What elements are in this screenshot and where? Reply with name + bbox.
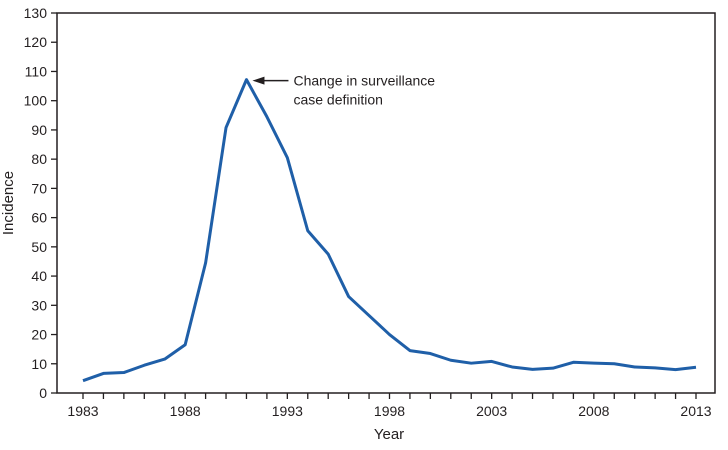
y-axis-label: Incidence bbox=[0, 171, 17, 235]
series-line bbox=[82, 78, 697, 383]
x-tick-label: 1993 bbox=[272, 403, 303, 419]
x-axis-label: Year bbox=[374, 426, 404, 443]
y-tick-label: 70 bbox=[31, 180, 47, 196]
x-tick-label: 1988 bbox=[170, 403, 201, 419]
x-tick-label: 1998 bbox=[374, 403, 405, 419]
x-tick-label: 2003 bbox=[476, 403, 507, 419]
y-tick-label: 60 bbox=[31, 210, 47, 226]
y-tick-label: 80 bbox=[31, 151, 47, 167]
annotation-arrow-head bbox=[252, 76, 265, 85]
x-tick-label: 2013 bbox=[680, 403, 711, 419]
x-tick-label: 2008 bbox=[578, 403, 609, 419]
y-tick-label: 100 bbox=[24, 93, 48, 109]
annotation: Change in surveillance case definition bbox=[252, 73, 435, 108]
y-tick-label: 20 bbox=[31, 327, 47, 343]
annotation-text-line2: case definition bbox=[293, 92, 383, 108]
y-tick-label: 110 bbox=[25, 63, 48, 79]
plot-frame bbox=[56, 12, 716, 394]
y-tick-label: 30 bbox=[31, 297, 47, 313]
y-tick-label: 90 bbox=[31, 122, 47, 138]
y-tick-label: 0 bbox=[39, 385, 47, 401]
annotation-text-line1: Change in surveillance bbox=[293, 73, 435, 89]
y-tick-label: 50 bbox=[31, 239, 47, 255]
x-tick-label: 1983 bbox=[67, 403, 98, 419]
y-tick-label: 40 bbox=[31, 268, 47, 284]
y-tick-label: 120 bbox=[24, 34, 48, 50]
y-tick-label: 10 bbox=[31, 356, 47, 372]
y-tick-label: 130 bbox=[24, 5, 48, 21]
